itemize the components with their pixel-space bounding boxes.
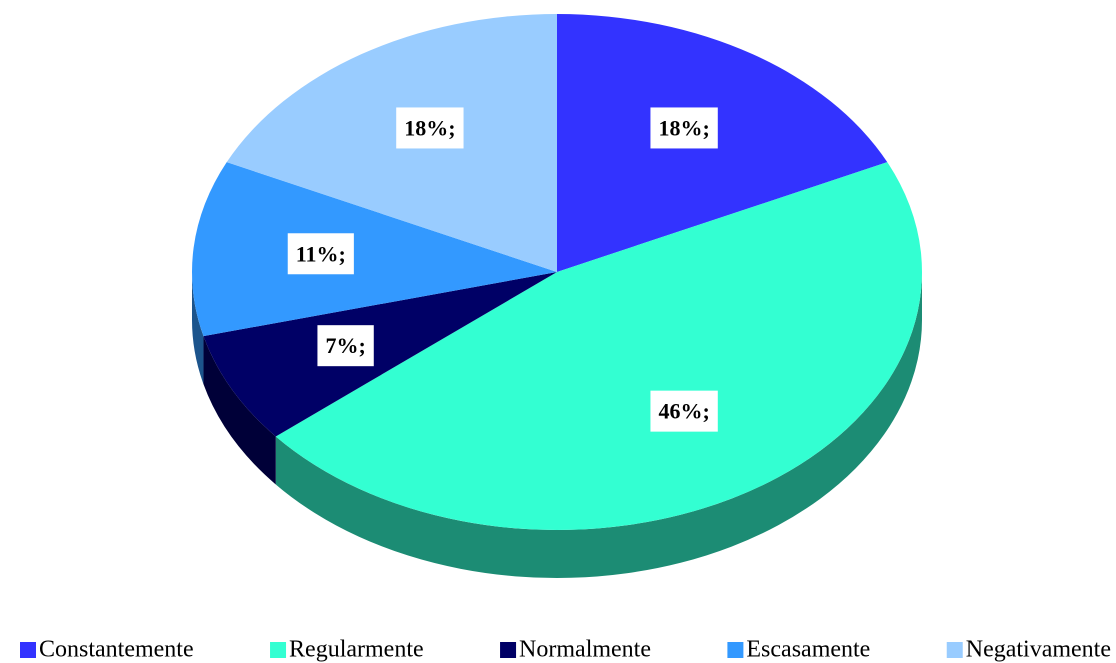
data-label-text: 18%; <box>658 115 709 140</box>
legend-swatch <box>946 642 963 658</box>
data-label-box <box>650 390 718 432</box>
slice <box>226 14 557 272</box>
data-label-text: 18%; <box>404 115 455 140</box>
legend-label: Regularmente <box>289 637 424 663</box>
data-label: 7%; <box>317 325 374 367</box>
legend-label: Negativamente <box>966 637 1111 663</box>
slice-side <box>192 272 204 385</box>
legend-swatch <box>20 642 36 658</box>
legend-item: Regularmente <box>270 637 424 663</box>
data-label-box <box>317 325 374 367</box>
data-label-text: 11%; <box>296 241 346 266</box>
slice <box>203 272 557 437</box>
legend-item: Constantemente <box>20 637 194 663</box>
data-label-text: 46%; <box>658 399 709 424</box>
data-label: 18%; <box>650 107 718 149</box>
legend-item: Escasamente <box>727 637 870 663</box>
data-label: 18%; <box>396 107 464 149</box>
legend-label: Constantemente <box>39 637 194 663</box>
legend-label: Normalmente <box>519 637 651 663</box>
legend-label: Escasamente <box>746 637 870 663</box>
data-label-box <box>650 107 718 149</box>
legend-swatch <box>727 642 744 658</box>
data-label-box <box>287 233 354 275</box>
legend-item: Normalmente <box>500 637 651 663</box>
slice <box>557 14 888 272</box>
slice-side <box>275 272 922 579</box>
data-label-text: 7%; <box>325 333 365 358</box>
legend-swatch <box>500 642 517 658</box>
slice <box>192 162 558 337</box>
data-label: 46%; <box>650 390 718 432</box>
data-label: 11%; <box>287 233 354 275</box>
data-label-box <box>396 107 464 149</box>
legend-swatch <box>270 642 287 658</box>
slice <box>275 162 923 531</box>
slice-side <box>203 336 276 485</box>
legend-item: Negativamente <box>946 637 1111 663</box>
